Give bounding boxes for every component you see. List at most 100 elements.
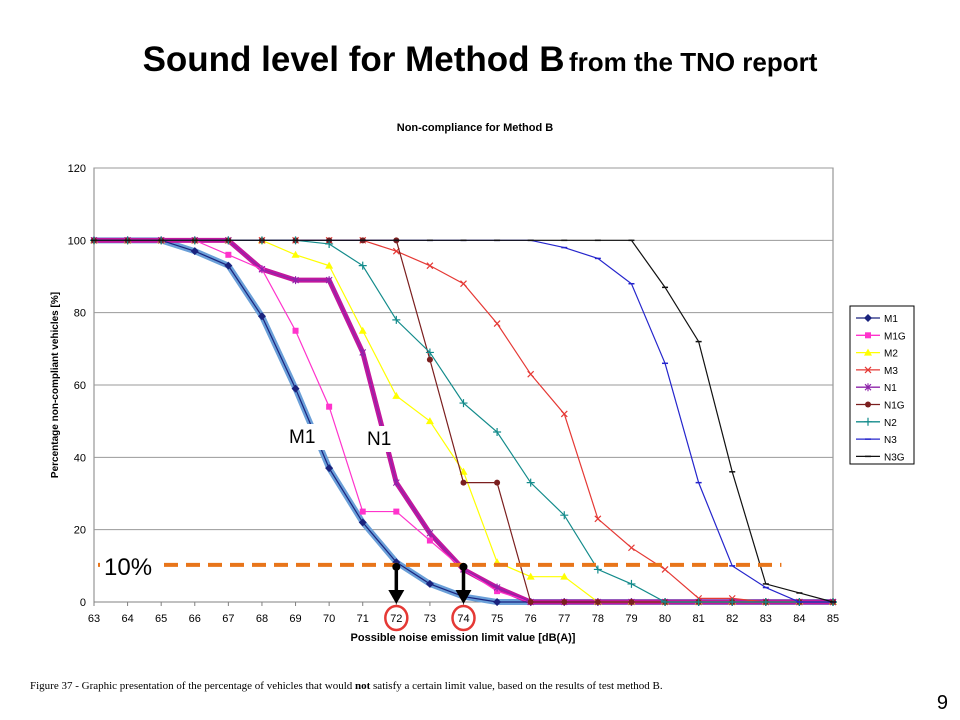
legend-item-n2: N2 bbox=[856, 418, 897, 429]
legend-swatch-marker-n1g bbox=[865, 401, 871, 408]
slide-title: Sound level for Method B from the TNO re… bbox=[0, 40, 960, 80]
point-m1g-67 bbox=[225, 251, 232, 258]
y-tick-label-40: 40 bbox=[74, 452, 86, 464]
tick-circle-74 bbox=[451, 604, 476, 632]
y-tick-label-0: 0 bbox=[80, 597, 86, 609]
legend-swatch-marker-m3 bbox=[864, 366, 872, 374]
point-n2-75 bbox=[493, 428, 502, 437]
point-m3-75 bbox=[493, 320, 501, 327]
legend: M1 M1G M2 M3 N1 N1G N2 N3 N3G bbox=[849, 305, 915, 465]
point-n2-74 bbox=[459, 399, 468, 408]
point-n2-83 bbox=[761, 598, 770, 606]
point-m2-73 bbox=[425, 417, 434, 425]
point-n2-79 bbox=[627, 579, 636, 588]
point-m1g-72 bbox=[393, 508, 400, 515]
x-tick-label-84: 84 bbox=[793, 613, 805, 625]
x-tick-label-81: 81 bbox=[693, 613, 705, 625]
x-tick-label-72: 72 bbox=[390, 613, 402, 625]
x-tick-label-76: 76 bbox=[525, 613, 537, 625]
x-tick-label-79: 79 bbox=[625, 613, 637, 625]
point-n1-72 bbox=[392, 478, 400, 487]
x-tick-label-68: 68 bbox=[256, 613, 268, 625]
x-tick-label-69: 69 bbox=[289, 613, 301, 625]
legend-item-m1: M1 bbox=[856, 314, 898, 325]
point-m3-78 bbox=[594, 515, 602, 523]
point-m3-80 bbox=[661, 566, 669, 573]
tick-circle-72 bbox=[384, 604, 409, 632]
point-m1-73 bbox=[425, 579, 434, 588]
point-m2-72 bbox=[392, 391, 401, 399]
point-n1g-79 bbox=[628, 599, 635, 605]
point-m1-69 bbox=[291, 384, 300, 393]
legend-swatch-marker-n1 bbox=[864, 383, 872, 392]
point-n1g-73 bbox=[426, 356, 433, 363]
point-m1g-71 bbox=[359, 508, 366, 515]
point-m3-76 bbox=[527, 370, 535, 378]
x-tick-label-85: 85 bbox=[827, 613, 839, 625]
point-m2-77 bbox=[560, 572, 569, 580]
point-m3-77 bbox=[560, 410, 568, 418]
point-m1-70 bbox=[325, 464, 334, 473]
point-m1-68 bbox=[257, 312, 266, 321]
legend-label-m3: M3 bbox=[884, 366, 898, 377]
caption-bold: not bbox=[355, 680, 371, 692]
point-m1g-70 bbox=[326, 403, 333, 410]
point-m1-66 bbox=[190, 247, 199, 256]
point-n2-81 bbox=[694, 598, 703, 606]
label-n1: N1 bbox=[367, 429, 391, 450]
y-axis-label: Percentage non-compliant vehicles [%] bbox=[50, 292, 61, 478]
x-tick-label-77: 77 bbox=[558, 613, 570, 625]
y-axis-ticks: 0 20 40 60 80 100 120 bbox=[68, 163, 86, 609]
point-n1g-77 bbox=[561, 599, 568, 605]
threshold-line: 10% bbox=[98, 552, 782, 581]
point-n2-82 bbox=[728, 598, 737, 606]
callout-labels: M1 N1 bbox=[285, 424, 399, 452]
legend-swatch-marker-m1g bbox=[865, 332, 871, 339]
legend-item-n1: N1 bbox=[856, 383, 897, 394]
x-axis-label: Possible noise emission limit value [dB(… bbox=[351, 632, 576, 644]
y-tick-label-20: 20 bbox=[74, 525, 86, 537]
label-n1-bg bbox=[363, 426, 399, 452]
point-m2-74 bbox=[459, 467, 468, 475]
point-m3-74 bbox=[460, 280, 467, 288]
legend-swatch-marker-n2 bbox=[864, 417, 872, 426]
legend-label-m2: M2 bbox=[884, 349, 898, 360]
point-m3-79 bbox=[628, 544, 635, 552]
x-tick-label-63: 63 bbox=[88, 613, 100, 625]
legend-item-m3: M3 bbox=[856, 366, 898, 377]
threshold-label: 10% bbox=[104, 554, 152, 581]
point-n1g-76 bbox=[527, 599, 534, 605]
legend-label-m1g: M1G bbox=[884, 331, 906, 342]
point-m2-70 bbox=[325, 261, 334, 269]
arrow-head-74 bbox=[455, 590, 472, 604]
x-tick-label-80: 80 bbox=[659, 613, 671, 625]
point-m1g-69 bbox=[292, 327, 299, 334]
y-tick-label-100: 100 bbox=[68, 235, 86, 247]
x-tick-label-82: 82 bbox=[726, 613, 738, 625]
point-m3-73 bbox=[426, 262, 434, 270]
threshold-label-bg bbox=[100, 552, 158, 580]
legend-item-n3g: N3G bbox=[856, 452, 905, 463]
legend-label-n2: N2 bbox=[884, 418, 897, 429]
point-n1-69 bbox=[292, 276, 299, 285]
x-tick-label-73: 73 bbox=[424, 613, 436, 625]
point-n1-71 bbox=[359, 348, 367, 357]
point-m1-67 bbox=[224, 261, 233, 270]
x-tick-label-66: 66 bbox=[189, 613, 201, 625]
point-n2-80 bbox=[661, 598, 670, 606]
point-n2-73 bbox=[425, 348, 434, 357]
legend-label-n3: N3 bbox=[884, 435, 897, 446]
point-n1-68 bbox=[258, 265, 266, 274]
circled-ticks bbox=[384, 604, 476, 632]
y-tick-label-120: 120 bbox=[68, 163, 86, 175]
x-axis-ticks: 63 64 65 66 67 68 69 70 71 72 73 74 75 76 77 78 79 80 81 82… bbox=[88, 602, 839, 625]
x-tick-label-64: 64 bbox=[121, 613, 133, 625]
point-n1-75 bbox=[493, 583, 501, 592]
point-m2-76 bbox=[526, 572, 535, 580]
caption-suffix: satisfy a certain limit value, based on … bbox=[370, 680, 663, 692]
point-n2-77 bbox=[560, 511, 569, 520]
legend-item-m1g: M1G bbox=[856, 331, 906, 342]
point-m2-71 bbox=[358, 326, 367, 334]
x-tick-label-65: 65 bbox=[155, 613, 167, 625]
legend-label-n1g: N1G bbox=[884, 401, 905, 412]
